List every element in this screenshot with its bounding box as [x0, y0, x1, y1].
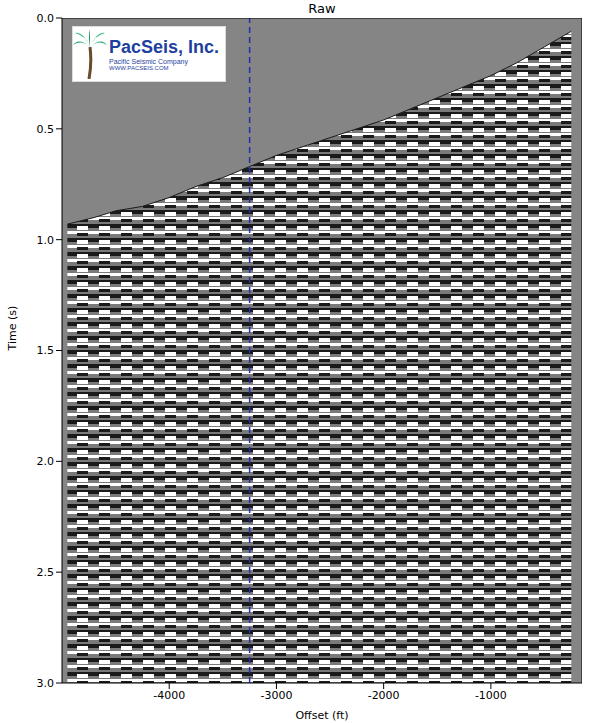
svg-text:-1000: -1000 [475, 689, 507, 702]
html-text:PacSeis, Inc.: PacSeis, Inc. [109, 37, 220, 57]
svg-text:-3000: -3000 [260, 689, 292, 702]
svg-text:-4000: -4000 [153, 689, 185, 702]
html-text:Pacific Seismic Company: Pacific Seismic Company [109, 58, 188, 65]
svg-text:2.0: 2.0 [37, 455, 55, 468]
html-text:WWW.PACSEIS.COM: WWW.PACSEIS.COM [109, 65, 169, 71]
svg-text:0.0: 0.0 [37, 12, 55, 25]
svg-text:1.5: 1.5 [37, 344, 55, 357]
svg-text:-2000: -2000 [368, 689, 400, 702]
svg-text:2.5: 2.5 [37, 566, 55, 579]
svg-text:Time (s): Time (s) [6, 306, 19, 352]
svg-text:0.5: 0.5 [37, 123, 55, 136]
svg-text:1.0: 1.0 [37, 234, 55, 247]
svg-text:3.0: 3.0 [37, 677, 55, 690]
svg-text:Offset (ft): Offset (ft) [295, 709, 348, 722]
html-text:Raw: Raw [308, 1, 336, 16]
